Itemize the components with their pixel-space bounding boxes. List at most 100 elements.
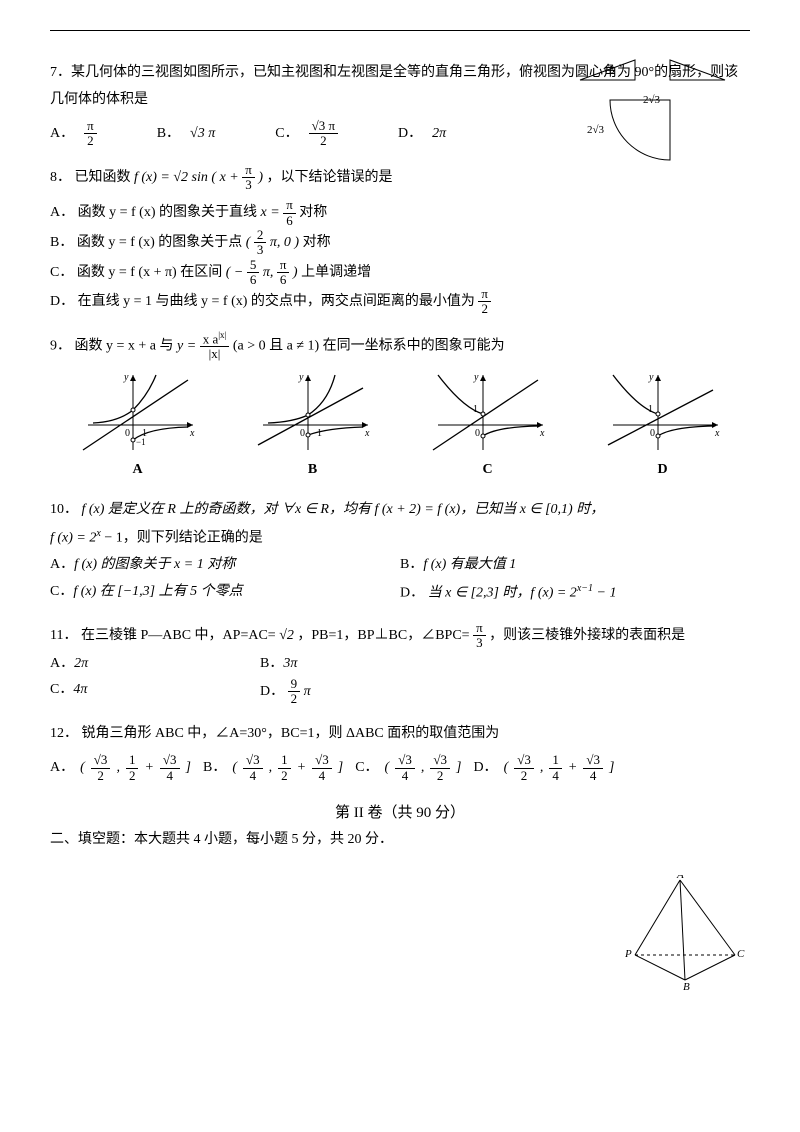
frac-num: x a|x| (200, 331, 230, 348)
q12-opt-a: A． ( √32 , 12 + √34 ] (50, 753, 191, 783)
graph-c: x y 0 1 C (423, 370, 553, 484)
q8-func: f (x) = √2 sin (134, 170, 208, 185)
d: 4 (247, 769, 260, 783)
frac-den: 2 (478, 302, 491, 316)
frac-num: π (283, 198, 296, 213)
frac-den: 3 (242, 178, 255, 192)
svg-text:A: A (676, 875, 684, 881)
q7-opt-b: B． √3 π (157, 119, 216, 149)
n: 1 (278, 753, 291, 768)
opt-text-a: 当 x ∈ [2,3] 时，f (x) = 2 (428, 585, 577, 600)
top-rule (50, 30, 750, 31)
paren-close: ) (294, 235, 299, 250)
q11-opt-c: C．4π (50, 677, 260, 707)
svg-text:0: 0 (125, 428, 130, 439)
opt-text-b: 上单调递增 (301, 265, 371, 280)
exp: x−1 (577, 583, 593, 594)
frac-num: π (478, 287, 491, 302)
svg-text:0: 0 (300, 428, 305, 439)
svg-text:y: y (648, 372, 654, 383)
frac-den: 2 (84, 134, 97, 148)
frac-num: π (473, 621, 486, 636)
q11-number: 11． (50, 628, 77, 643)
opt-val: 2π (74, 656, 88, 671)
q9-stem-a: 函数 y = x + a 与 (75, 338, 178, 353)
svg-text:y: y (123, 372, 129, 383)
x-eq: x = (261, 205, 284, 220)
opt-text-b: 对称 (303, 235, 331, 250)
graph-label: B (248, 457, 378, 484)
frac-den: 2 (288, 692, 301, 706)
question-12: 12． 锐角三角形 ABC 中，∠A=30°，BC=1，则 ΔABC 面积的取值… (50, 721, 750, 783)
opt-label: D． (260, 684, 284, 699)
n: √3 (514, 753, 534, 768)
svg-text:y: y (473, 372, 479, 383)
svg-text:x: x (539, 428, 545, 439)
plus: + (568, 755, 577, 782)
frac-den: 6 (277, 273, 290, 287)
opt-label: C． (275, 121, 298, 148)
arg-x: x + (220, 170, 243, 185)
q10-opt-b: B．f (x) 有最大值 1 (400, 552, 750, 579)
opt-label: A． (50, 557, 74, 572)
q8-opt-a: A． 函数 y = f (x) 的图象关于直线 x = π6 对称 (50, 198, 750, 228)
n: √3 (312, 753, 332, 768)
n: √3 (160, 753, 180, 768)
q11-opt-b: B．3π (260, 651, 470, 678)
opt-text: f (x) 在 [−1,3] 上有 5 个零点 (73, 584, 242, 599)
question-8: 8． 已知函数 f (x) = √2 sin ( x + π3 ) ，以下结论错… (50, 163, 750, 317)
svg-text:0: 0 (475, 428, 480, 439)
sector-top-label: 2√3 (643, 94, 661, 106)
frac-num: 5 (247, 258, 260, 273)
frac-num: 9 (288, 677, 301, 692)
opt-label: C． (50, 265, 73, 280)
q11-opt-d: D． 92 π (260, 677, 470, 707)
question-10: 10． f (x) 是定义在 R 上的奇函数，对 ∀x ∈ R，均有 f (x … (50, 497, 750, 607)
n: √3 (583, 753, 603, 768)
svg-text:x: x (714, 428, 720, 439)
d: 4 (549, 769, 562, 783)
mid: π, 0 (270, 235, 291, 250)
q10-stem: f (x) 是定义在 R 上的奇函数，对 ∀x ∈ R，均有 f (x + 2)… (82, 502, 605, 517)
q10-opt-c: C．f (x) 在 [−1,3] 上有 5 个零点 (50, 579, 400, 607)
opt-val: 2π (432, 121, 446, 148)
paren-close: ) (293, 265, 298, 280)
q11-stem-b: ，PB=1，BP⊥BC，∠BPC= (297, 628, 469, 643)
graph-label: C (423, 457, 553, 484)
y-eq: y = (177, 338, 200, 353)
opt-label: D． (50, 294, 74, 309)
opt-text: 函数 y = f (x) 的图象关于点 (77, 235, 246, 250)
frac-num: 2 (254, 228, 267, 243)
frac-den: 2 (317, 134, 330, 148)
q10-opt-a: A．f (x) 的图象关于 x = 1 对称 (50, 552, 400, 579)
graph-label: A (73, 457, 203, 484)
opt-label: B． (157, 121, 180, 148)
opt-val: 4π (73, 682, 87, 697)
q7-opt-c: C． √3 π2 (275, 119, 338, 149)
graph-a: x y 0 1 −1 A (73, 370, 203, 484)
opt-label: B． (260, 656, 283, 671)
svg-text:C: C (737, 948, 745, 960)
q8-stem-c: ，以下结论错误的是 (267, 170, 393, 185)
d: 2 (126, 769, 139, 783)
q8-opt-b: B． 函数 y = f (x) 的图象关于点 ( 23 π, 0 ) 对称 (50, 228, 750, 258)
opt-text-b: − 1 (597, 585, 617, 600)
plus: + (297, 755, 306, 782)
pi: π (304, 684, 311, 699)
d: 2 (518, 769, 531, 783)
neg: − (234, 265, 243, 280)
q8-number: 8． (50, 170, 71, 185)
q12-stem: 锐角三角形 ABC 中，∠A=30°，BC=1，则 ΔABC 面积的取值范围为 (82, 726, 500, 741)
q10-opt-d: D． 当 x ∈ [2,3] 时，f (x) = 2x−1 − 1 (400, 579, 750, 607)
graph-d: x y 0 1 D (598, 370, 728, 484)
opt-text: 函数 y = f (x) 的图象关于直线 (78, 205, 261, 220)
opt-text: 函数 y = f (x + π) 在区间 (77, 265, 226, 280)
question-11: 11． 在三棱锥 P—ABC 中，AP=AC= √2 ，PB=1，BP⊥BC，∠… (50, 621, 750, 707)
opt-val: 3π (283, 656, 297, 671)
d: 2 (434, 769, 447, 783)
q10-stem2a: f (x) = 2 (50, 531, 96, 546)
section-2-sub: 二、填空题：本大题共 4 小题，每小题 5 分，共 20 分． (50, 828, 750, 848)
comma: , (269, 755, 273, 782)
n: 1 (549, 753, 562, 768)
paren-open: ( (211, 170, 216, 185)
